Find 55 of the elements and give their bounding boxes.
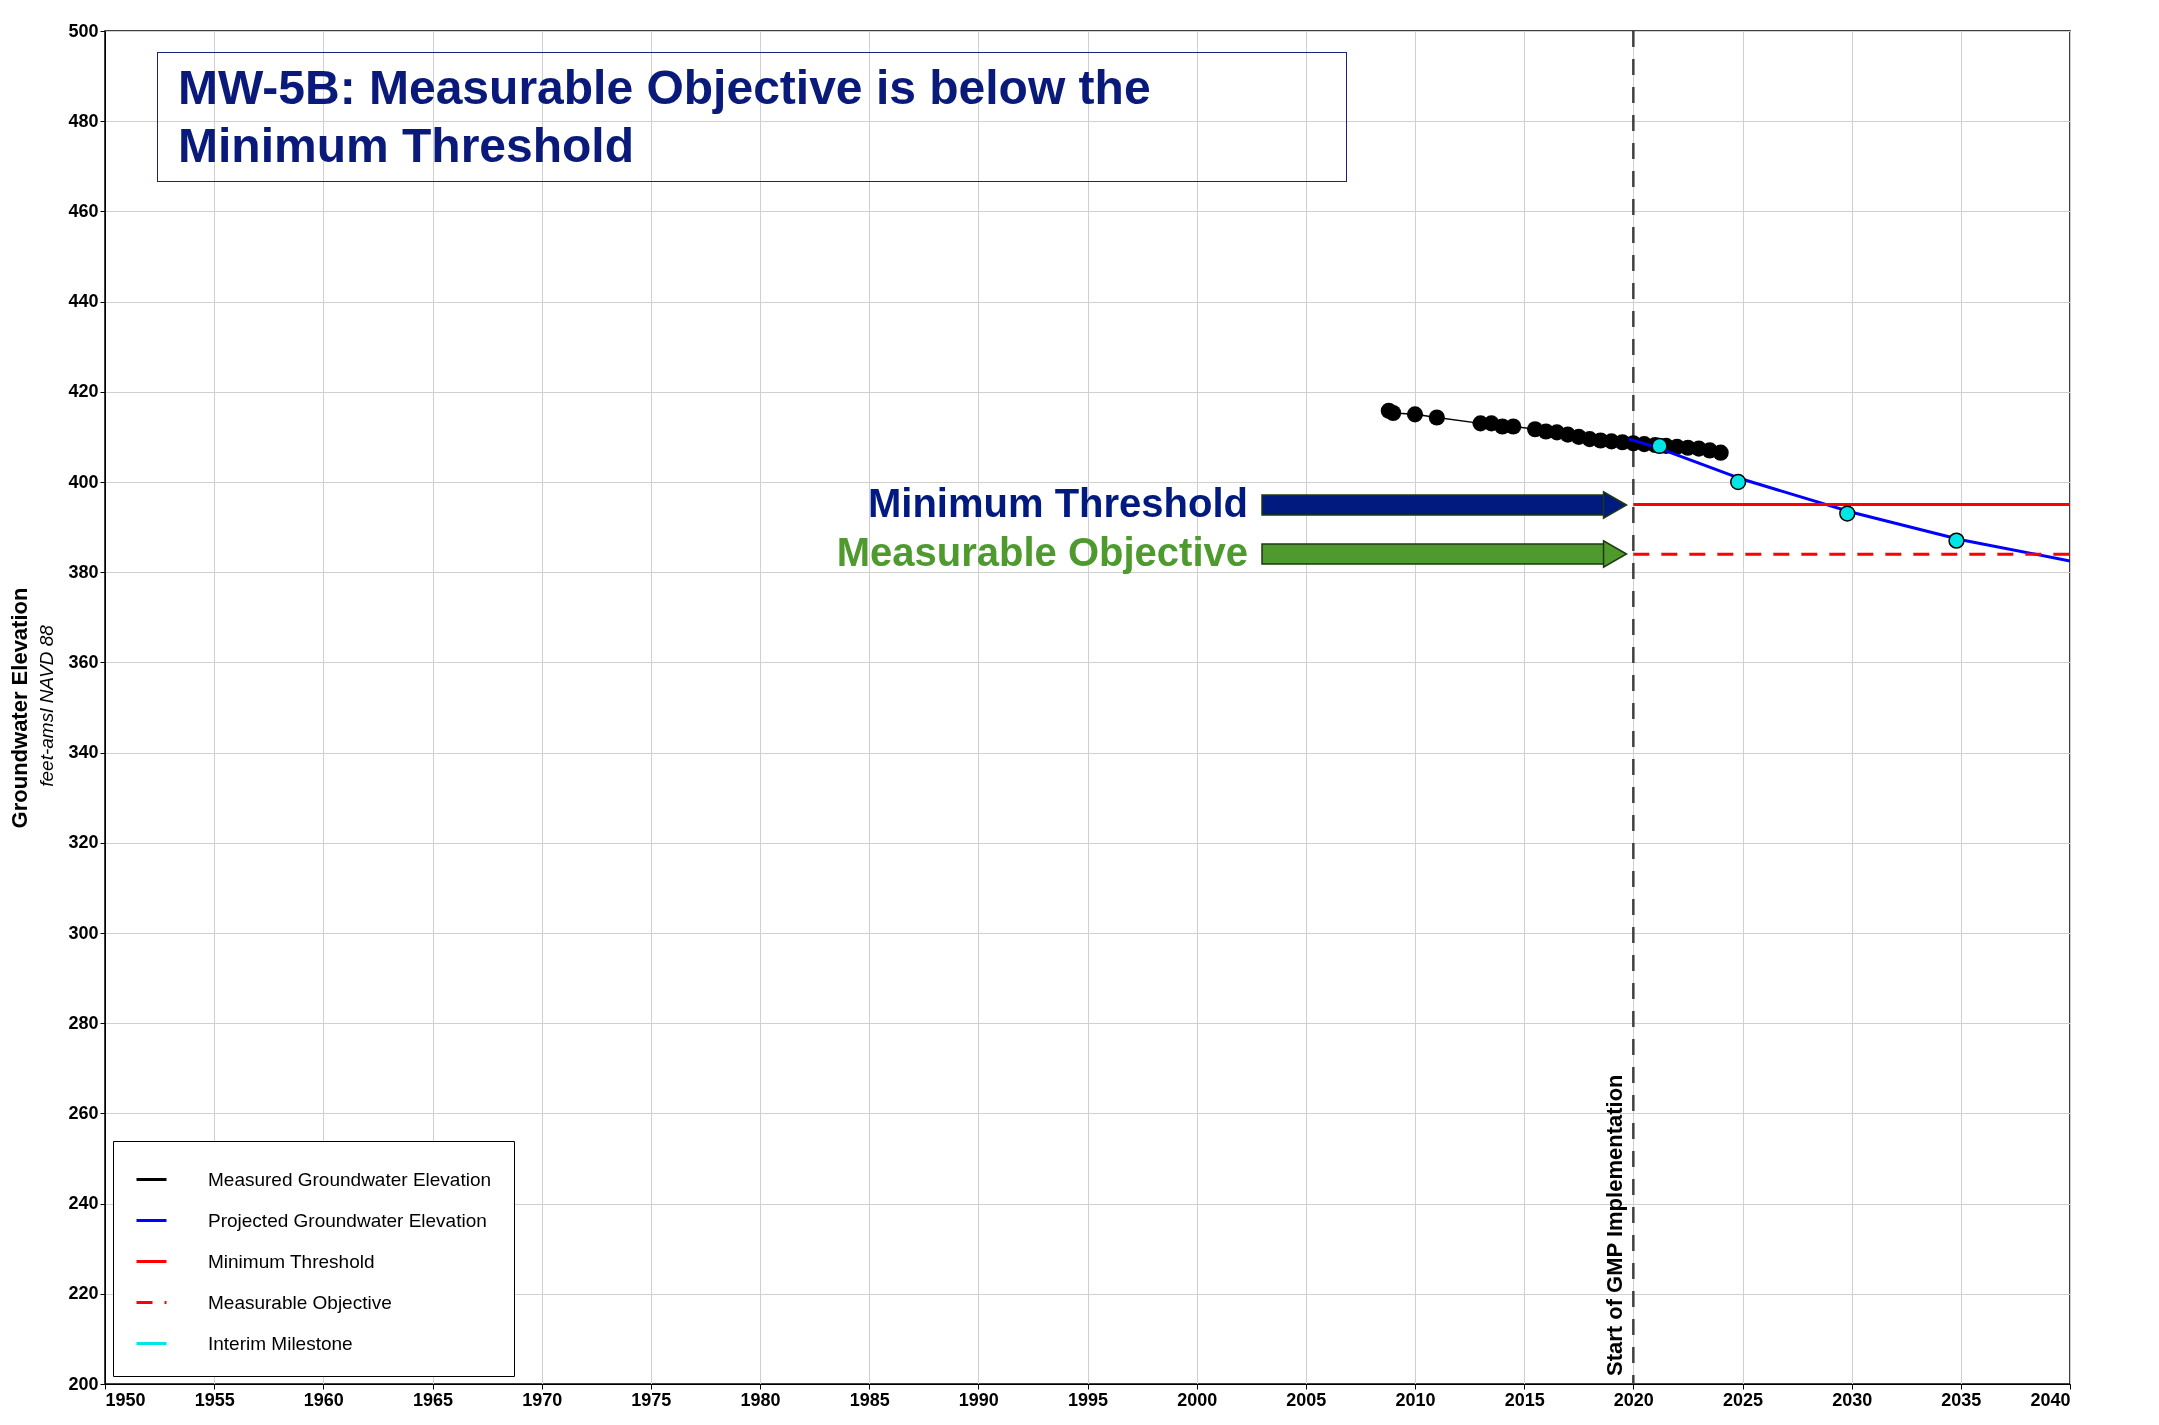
y-tick-label: 220 xyxy=(68,1283,99,1304)
annotation: Measurable Objective xyxy=(836,530,1248,574)
y-tick-label: 400 xyxy=(68,471,99,492)
point xyxy=(1712,444,1729,461)
point xyxy=(1651,437,1668,455)
x-tick-label: 1985 xyxy=(849,1389,890,1410)
point xyxy=(1839,505,1856,522)
point xyxy=(1729,473,1747,491)
point xyxy=(1406,406,1424,423)
x-tick-label: 1990 xyxy=(958,1389,999,1410)
y-tick-label: 420 xyxy=(68,381,99,402)
x-tick-label: 1970 xyxy=(522,1389,563,1410)
x-tick-label: 1980 xyxy=(740,1389,781,1410)
x-tick-label: 1965 xyxy=(412,1389,454,1410)
x-tick-label: 1950 xyxy=(105,1389,146,1410)
y-tick-label: 440 xyxy=(68,291,99,312)
legend-label: Interim Milestone xyxy=(208,1332,353,1354)
x-tick-label: 1995 xyxy=(1067,1389,1109,1410)
y-tick-label: 360 xyxy=(68,651,99,672)
legend-label: Measured Groundwater Elevation xyxy=(208,1168,492,1190)
y-axis-title: Groundwater Elevation xyxy=(7,587,33,829)
x-tick-label: 1960 xyxy=(303,1389,344,1410)
y-tick-label: 240 xyxy=(68,1193,99,1214)
y-tick-label: 380 xyxy=(68,561,99,582)
point xyxy=(1428,409,1445,426)
x-tick-label: 2015 xyxy=(1504,1389,1545,1410)
y-tick-label: 340 xyxy=(68,742,99,763)
point xyxy=(1385,404,1402,422)
x-tick-label: 2040 xyxy=(2030,1389,2071,1410)
x-tick-label: 2035 xyxy=(1941,1389,1982,1410)
legend-label: Projected Groundwater Elevation xyxy=(208,1209,487,1231)
point xyxy=(1505,418,1522,435)
point xyxy=(1948,532,1965,549)
x-tick-label: 1955 xyxy=(194,1389,235,1410)
legend-label: Measurable Objective xyxy=(208,1291,392,1313)
text: MW-5B: Measurable Objective is below the Minimum Threshold xyxy=(157,52,1347,182)
annotation: Minimum Threshold xyxy=(868,481,1248,525)
ref-line-label: Start of GMP Implementation xyxy=(1602,1074,1628,1376)
x-tick-label: 2020 xyxy=(1613,1389,1654,1410)
y-tick-label: 480 xyxy=(68,110,99,131)
x-tick-label: 2010 xyxy=(1395,1389,1436,1410)
y-tick-label: 500 xyxy=(68,20,99,41)
y-tick-label: 320 xyxy=(68,832,99,853)
y-tick-label: 280 xyxy=(68,1012,99,1033)
x-tick-label: 1975 xyxy=(631,1389,672,1410)
x-tick-label: 2025 xyxy=(1722,1389,1764,1410)
y-tick-label: 460 xyxy=(68,200,99,221)
text: feet-amsl NAVD 88 xyxy=(36,624,57,787)
legend-label: Minimum Threshold xyxy=(208,1250,375,1272)
x-tick-label: 2030 xyxy=(1832,1389,1873,1410)
y-tick-label: 260 xyxy=(68,1102,99,1123)
x-tick-label: 2005 xyxy=(1286,1389,1327,1410)
y-tick-label: 200 xyxy=(68,1373,99,1394)
y-tick-label: 300 xyxy=(68,922,99,943)
x-tick-label: 2000 xyxy=(1177,1389,1218,1410)
